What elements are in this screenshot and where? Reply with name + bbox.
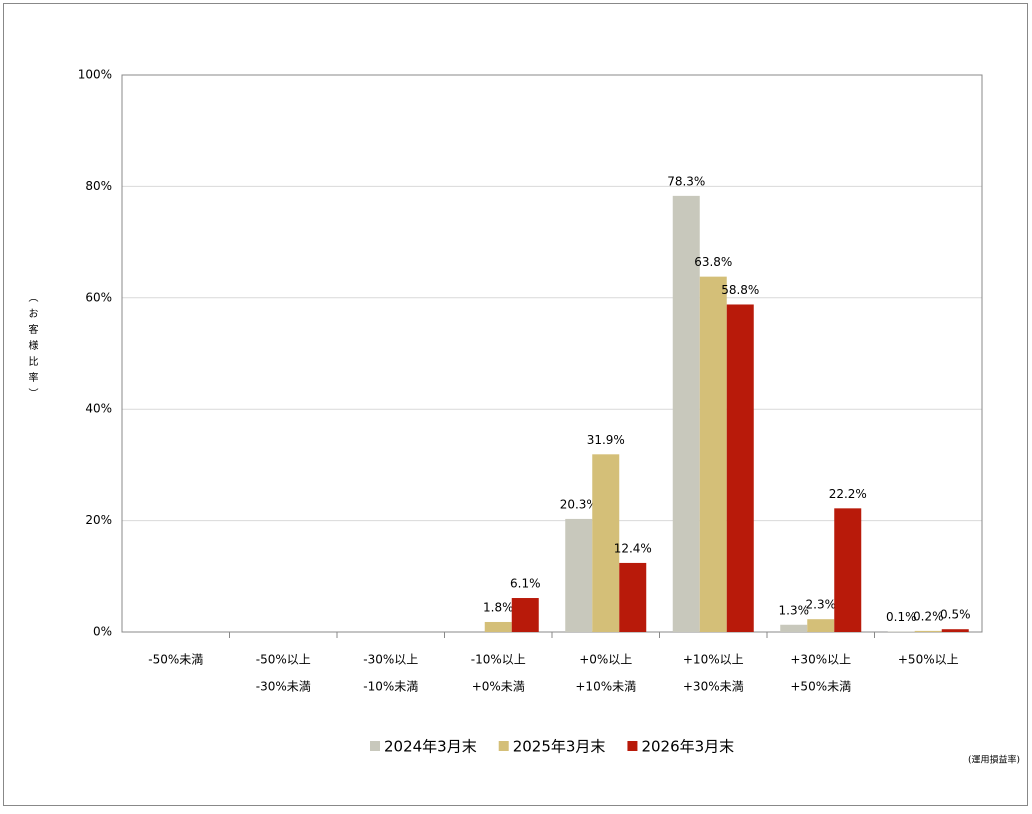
y-tick-label: 60% [85,290,112,304]
value-label: 22.2% [829,487,867,501]
value-label: 63.8% [694,255,732,269]
x-tick-label: -10%以上 [471,653,526,667]
legend-swatch [627,741,638,751]
x-tick-label: +10%以上 [683,653,744,667]
value-label: 58.8% [721,283,759,297]
bar [941,629,969,632]
value-label: 6.1% [510,577,541,591]
x-tick-label: -10%未満 [363,680,418,694]
legend-label: 2025年3月末 [513,738,606,756]
legend-swatch [370,741,380,751]
y-tick-label: 40% [85,402,112,416]
bar [780,624,808,632]
bar [619,562,647,632]
y-tick-label: 0% [93,625,112,639]
x-tick-label: -30%以上 [363,653,418,667]
value-label: 0.1% [886,610,917,624]
bar [834,508,862,632]
legend-label: 2024年3月末 [384,738,477,756]
x-tick-label: -50%以上 [256,653,311,667]
y-axis-label: （お客様比率） [26,292,38,404]
chart-frame [3,3,1028,806]
bar [914,630,942,632]
value-label: 31.9% [587,433,625,447]
x-tick-label: +50%未満 [790,680,851,694]
bar [511,598,539,632]
bar [672,195,700,632]
bar [807,619,835,632]
legend-label: 2026年3月末 [641,738,734,756]
bar [484,621,512,632]
bar [699,276,727,632]
x-tick-label: -30%未満 [256,680,311,694]
y-tick-label: 80% [85,179,112,193]
x-tick-label: +0%以上 [579,653,632,667]
value-label: 1.8% [483,600,514,614]
note: (運用損益率) [968,754,1020,766]
value-label: 78.3% [667,174,705,188]
x-tick-label: +10%未満 [575,680,636,694]
bar [565,518,593,632]
x-tick-label: +30%以上 [790,653,851,667]
y-tick-label: 20% [85,513,112,527]
bar [592,454,620,632]
x-tick-label: +50%以上 [898,653,959,667]
legend-swatch [498,741,509,751]
value-label: 0.5% [940,608,971,622]
x-tick-label: +0%未満 [472,680,525,694]
value-label: 12.4% [614,541,652,555]
x-tick-label: -50%未満 [148,653,203,667]
bar [726,304,754,632]
y-tick-label: 100% [78,68,112,82]
value-label: 20.3% [560,497,598,511]
x-tick-label: +30%未満 [683,680,744,694]
value-label: 2.3% [806,598,837,612]
value-label: 1.3% [779,603,810,617]
value-label: 0.2% [913,609,944,623]
bar [887,631,915,632]
